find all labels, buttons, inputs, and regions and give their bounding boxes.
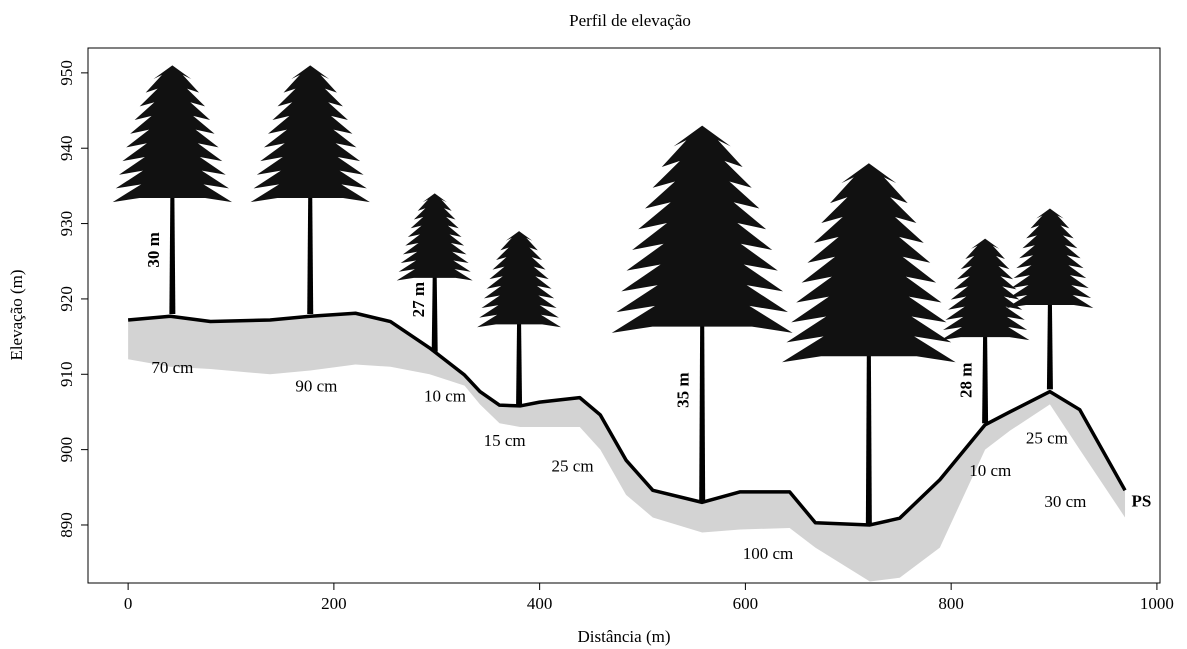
chart-title: Perfil de elevação [569,11,691,30]
soil-depth-label: 100 cm [743,544,794,563]
tree [782,163,956,525]
tree [941,239,1030,424]
y-tick-label: 890 [57,512,76,538]
soil-depth-label: 30 cm [1044,492,1086,511]
soil-depth-label: 10 cm [424,387,466,406]
y-axis-label: Elevação (m) [7,269,26,360]
y-tick-label: 940 [57,135,76,161]
y-tick-label: 910 [57,362,76,388]
tree-height-label: 30 m [144,232,163,267]
soil-depth-label: 10 cm [969,461,1011,480]
tree-height-label: 28 m [957,363,976,398]
soil-depth-label: 25 cm [552,457,594,476]
y-tick-label: 920 [57,286,76,312]
soil-layer [128,313,1125,581]
tree [397,193,473,351]
chart: Perfil de elevação Distância (m) Elevaçã… [0,0,1187,649]
tree-crown [113,65,232,202]
y-tick-label: 950 [57,60,76,86]
soil-depth-label: PS [1132,491,1152,510]
tree-crown [397,193,473,280]
tree-crown [782,163,956,362]
x-tick-label: 400 [527,594,553,613]
tree [113,65,232,314]
x-axis-label: Distância (m) [578,627,671,646]
tree [477,231,561,406]
tree-height-label: 27 m [409,282,428,317]
y-tick-label: 900 [57,437,76,463]
x-tick-label: 1000 [1140,594,1174,613]
tree [251,65,370,314]
tree-crown [941,239,1030,341]
tree-crown [251,65,370,202]
y-tick-label: 930 [57,211,76,237]
soil-depth-label: 70 cm [151,358,193,377]
tree-height-label: 35 m [674,372,693,407]
tree-crown [612,126,793,333]
x-tick-label: 0 [124,594,133,613]
x-tick-label: 800 [938,594,964,613]
tree-crown [1007,209,1094,308]
x-tick-label: 600 [733,594,759,613]
x-tick-label: 200 [321,594,347,613]
tree [612,126,793,503]
soil-depth-label: 25 cm [1026,429,1068,448]
soil-depth-label: 90 cm [295,377,337,396]
soil-depth-label: 15 cm [484,431,526,450]
tree [1007,209,1094,390]
tree-crown [477,231,561,327]
